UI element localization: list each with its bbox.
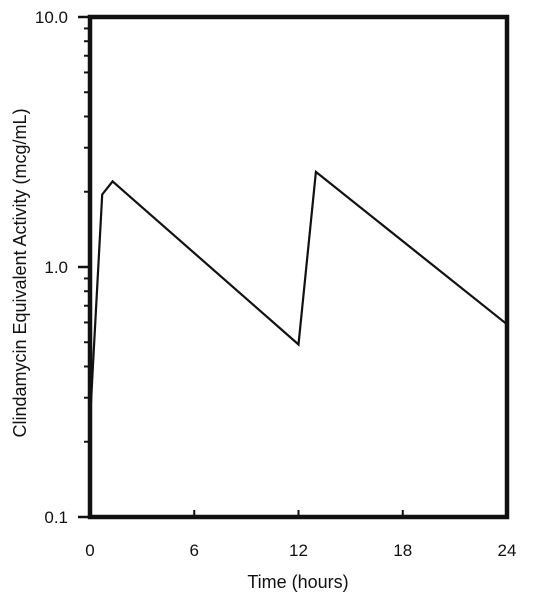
x-tick-label: 18: [393, 541, 412, 560]
series-line: [88, 169, 508, 422]
x-tick-label: 0: [85, 541, 94, 560]
y-tick-label: 10.0: [35, 8, 68, 27]
x-tick-labels: 0 6 12 18 24: [85, 541, 516, 560]
y-axis-title: Clindamycin Equivalent Activity (mcg/mL): [10, 108, 30, 437]
plot-frame: [87, 14, 510, 520]
y-tick-labels: 0.1 1.0 10.0: [35, 8, 68, 527]
x-tick-label: 6: [190, 541, 199, 560]
x-tick-label: 12: [289, 541, 308, 560]
y-tick-label: 0.1: [44, 508, 68, 527]
y-tick-label: 1.0: [44, 258, 68, 277]
x-axis-title: Time (hours): [247, 572, 348, 592]
x-tick-label: 24: [498, 541, 517, 560]
